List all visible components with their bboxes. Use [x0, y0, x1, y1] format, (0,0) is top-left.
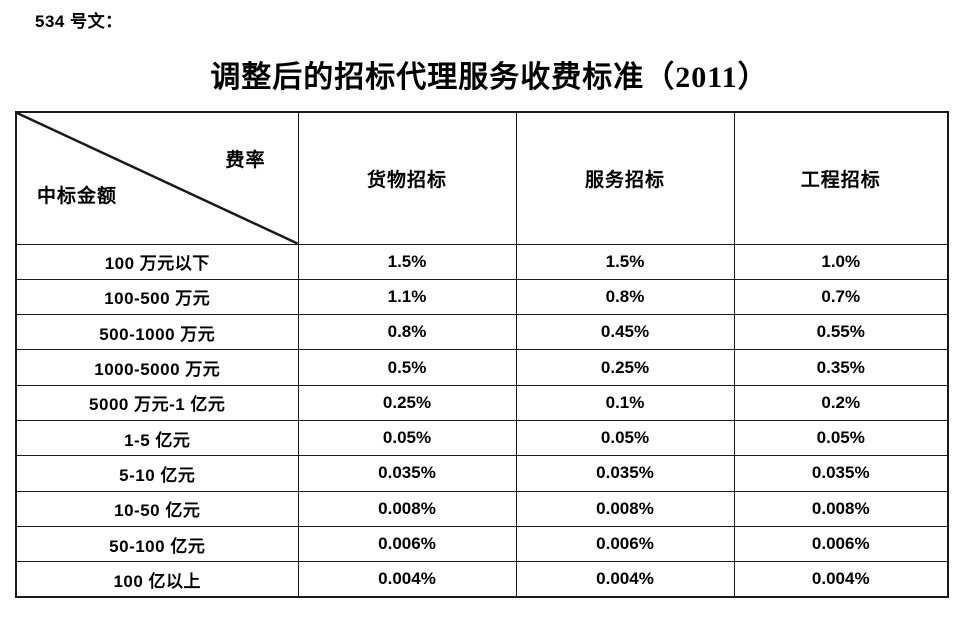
diagonal-corner-cell: 费率 中标金额: [15, 111, 299, 245]
table-row: 50-100 亿元 0.006% 0.006% 0.006%: [15, 525, 949, 563]
corner-amount-label: 中标金额: [37, 186, 118, 207]
rate-cell: 0.035%: [515, 455, 735, 492]
table-row: 100-500 万元 1.1% 0.8% 0.7%: [15, 278, 949, 316]
amount-cell: 50-100 亿元: [15, 525, 299, 563]
table-row: 5000 万元-1 亿元 0.25% 0.1% 0.2%: [15, 384, 949, 421]
rate-cell: 0.05%: [297, 419, 517, 457]
rate-cell: 0.25%: [515, 349, 735, 386]
rate-cell: 0.004%: [733, 561, 949, 598]
rate-cell: 0.008%: [515, 490, 735, 527]
table-body: 100 万元以下 1.5% 1.5% 1.0% 100-500 万元 1.1% 0.8% 0.…: [15, 243, 949, 598]
rate-cell: 0.035%: [733, 455, 949, 492]
rate-cell: 0.006%: [297, 525, 517, 563]
rate-cell: 0.8%: [297, 314, 517, 351]
table-row: 500-1000 万元 0.8% 0.45% 0.55%: [15, 314, 949, 351]
amount-cell: 1000-5000 万元: [15, 349, 299, 386]
table-row: 100 亿以上 0.004% 0.004% 0.004%: [15, 561, 949, 598]
doc-number-label: 534 号文：: [35, 12, 123, 31]
page-title: 调整后的招标代理服务收费标准（2011）: [210, 61, 769, 94]
rate-cell: 0.25%: [297, 384, 517, 421]
rate-cell: 0.008%: [733, 490, 949, 527]
amount-cell: 100 亿以上: [15, 561, 299, 598]
rate-cell: 0.006%: [733, 525, 949, 563]
amount-cell: 1-5 亿元: [15, 419, 299, 457]
column-header-services: 服务招标: [515, 111, 735, 245]
rate-cell: 1.5%: [297, 243, 517, 280]
rate-cell: 0.006%: [515, 525, 735, 563]
rate-cell: 0.05%: [515, 419, 735, 457]
column-header-goods: 货物招标: [297, 111, 517, 245]
table-row: 100 万元以下 1.5% 1.5% 1.0%: [15, 243, 949, 280]
rate-cell: 0.008%: [297, 490, 517, 527]
rate-cell: 0.8%: [515, 278, 735, 316]
column-header-engineering: 工程招标: [733, 111, 949, 245]
rate-cell: 0.5%: [297, 349, 517, 386]
rate-cell: 1.5%: [515, 243, 735, 280]
corner-fee-rate-label: 费率: [225, 150, 266, 171]
amount-cell: 500-1000 万元: [15, 314, 299, 351]
table-row: 1-5 亿元 0.05% 0.05% 0.05%: [15, 419, 949, 457]
table-row: 5-10 亿元 0.035% 0.035% 0.035%: [15, 455, 949, 492]
amount-cell: 100 万元以下: [15, 243, 299, 280]
table-row: 1000-5000 万元 0.5% 0.25% 0.35%: [15, 349, 949, 386]
amount-cell: 10-50 亿元: [15, 490, 299, 527]
amount-cell: 5000 万元-1 亿元: [15, 384, 299, 421]
rate-cell: 1.1%: [297, 278, 517, 316]
table-row: 10-50 亿元 0.008% 0.008% 0.008%: [15, 490, 949, 527]
table-header-row: 费率 中标金额 货物招标 服务招标 工程招标: [15, 111, 949, 245]
rate-cell: 0.7%: [733, 278, 949, 316]
rate-cell: 0.55%: [733, 314, 949, 351]
diagonal-divider-line: [17, 113, 297, 243]
fee-rate-table: 费率 中标金额 货物招标 服务招标 工程招标 100 万元以下 1.5% 1.5% 1…: [15, 111, 949, 598]
amount-cell: 5-10 亿元: [15, 455, 299, 492]
rate-cell: 0.1%: [515, 384, 735, 421]
rate-cell: 0.004%: [297, 561, 517, 598]
rate-cell: 0.004%: [515, 561, 735, 598]
amount-cell: 100-500 万元: [15, 278, 299, 316]
rate-cell: 0.2%: [733, 384, 949, 421]
rate-cell: 0.35%: [733, 349, 949, 386]
rate-cell: 0.05%: [733, 419, 949, 457]
rate-cell: 0.45%: [515, 314, 735, 351]
rate-cell: 0.035%: [297, 455, 517, 492]
rate-cell: 1.0%: [733, 243, 949, 280]
